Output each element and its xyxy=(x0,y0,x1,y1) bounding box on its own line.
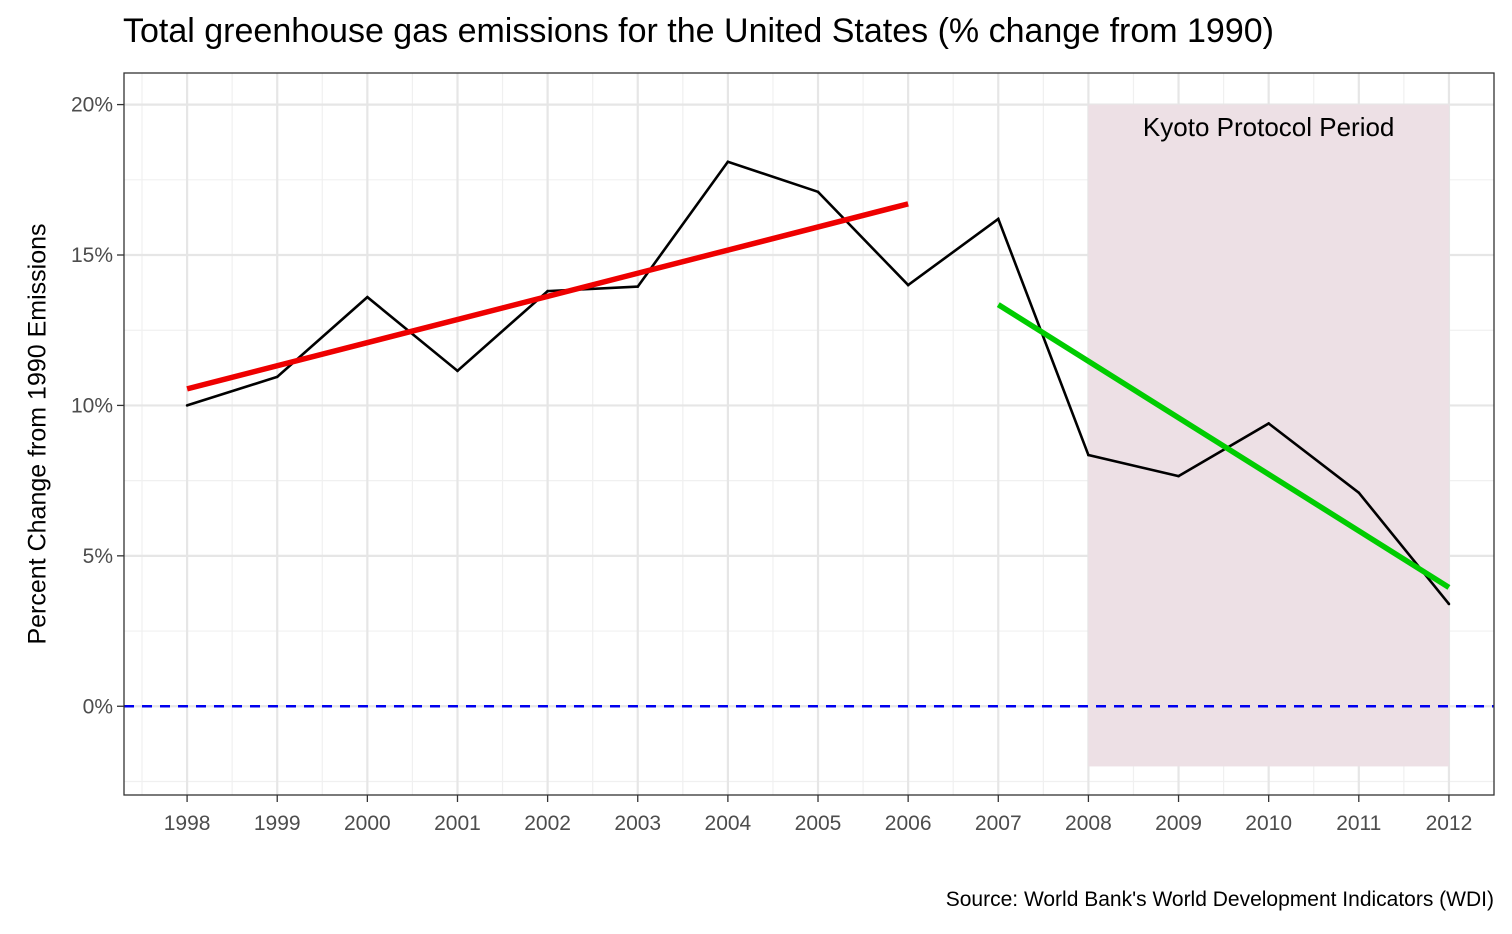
chart-title: Total greenhouse gas emissions for the U… xyxy=(123,12,1274,50)
data-layer xyxy=(124,160,1494,708)
emissions-point-2004 xyxy=(726,160,730,164)
panel-frame xyxy=(123,72,1495,796)
x-tick-label: 2006 xyxy=(885,812,932,835)
emissions-point-2001 xyxy=(456,369,459,373)
x-tick-label: 2000 xyxy=(344,812,391,835)
trend-line-pre-kyoto xyxy=(186,201,909,392)
emissions-point-2011 xyxy=(1357,491,1361,494)
emissions-point-2002 xyxy=(546,289,549,293)
emissions-point-2008 xyxy=(1087,453,1090,457)
x-tick-label: 2012 xyxy=(1426,812,1473,835)
x-tick-label: 1999 xyxy=(254,812,301,835)
emissions-point-2010 xyxy=(1267,422,1270,425)
x-tick-label: 2008 xyxy=(1065,812,1112,835)
kyoto-period-region xyxy=(1088,104,1449,767)
x-tick-label: 1998 xyxy=(164,812,211,835)
emissions-point-2003 xyxy=(636,285,640,288)
x-tick-label: 2002 xyxy=(524,812,571,835)
y-tick-label: 10% xyxy=(71,394,113,417)
axes-layer: 0% 5% 10% 15% 20% 1998 1999 2000 2001 2002 2003 200… xyxy=(71,94,1472,835)
shaded-region-layer: Kyoto Protocol Period xyxy=(1088,104,1449,767)
kyoto-period-label: Kyoto Protocol Period xyxy=(1143,112,1394,142)
x-tick-label: 2010 xyxy=(1245,812,1292,835)
emissions-point-2006 xyxy=(906,283,910,287)
x-tick-label: 2003 xyxy=(614,812,661,835)
emissions-point-2009 xyxy=(1177,474,1180,478)
emissions-point-1998 xyxy=(185,404,189,407)
x-tick-label: 2011 xyxy=(1336,812,1381,835)
x-tick-label: 2007 xyxy=(975,812,1022,835)
y-tick-label: 0% xyxy=(83,695,113,718)
emissions-point-2012 xyxy=(1447,602,1451,606)
y-tick-label: 5% xyxy=(83,545,113,568)
y-tick-label: 20% xyxy=(71,94,113,117)
panel-border xyxy=(123,72,1495,796)
trend-line-kyoto xyxy=(996,302,1451,590)
x-tick-label: 2005 xyxy=(795,812,842,835)
x-tick-label: 2001 xyxy=(434,812,481,835)
y-tick-label: 15% xyxy=(71,244,113,267)
emissions-point-1999 xyxy=(275,375,279,379)
emissions-point-2000 xyxy=(366,295,369,299)
emissions-point-2005 xyxy=(816,190,820,194)
emissions-point-2007 xyxy=(996,217,1000,221)
source-caption: Source: World Bank's World Development I… xyxy=(945,888,1494,911)
x-tick-label: 2009 xyxy=(1155,812,1202,835)
x-tick-label: 2004 xyxy=(705,812,752,835)
